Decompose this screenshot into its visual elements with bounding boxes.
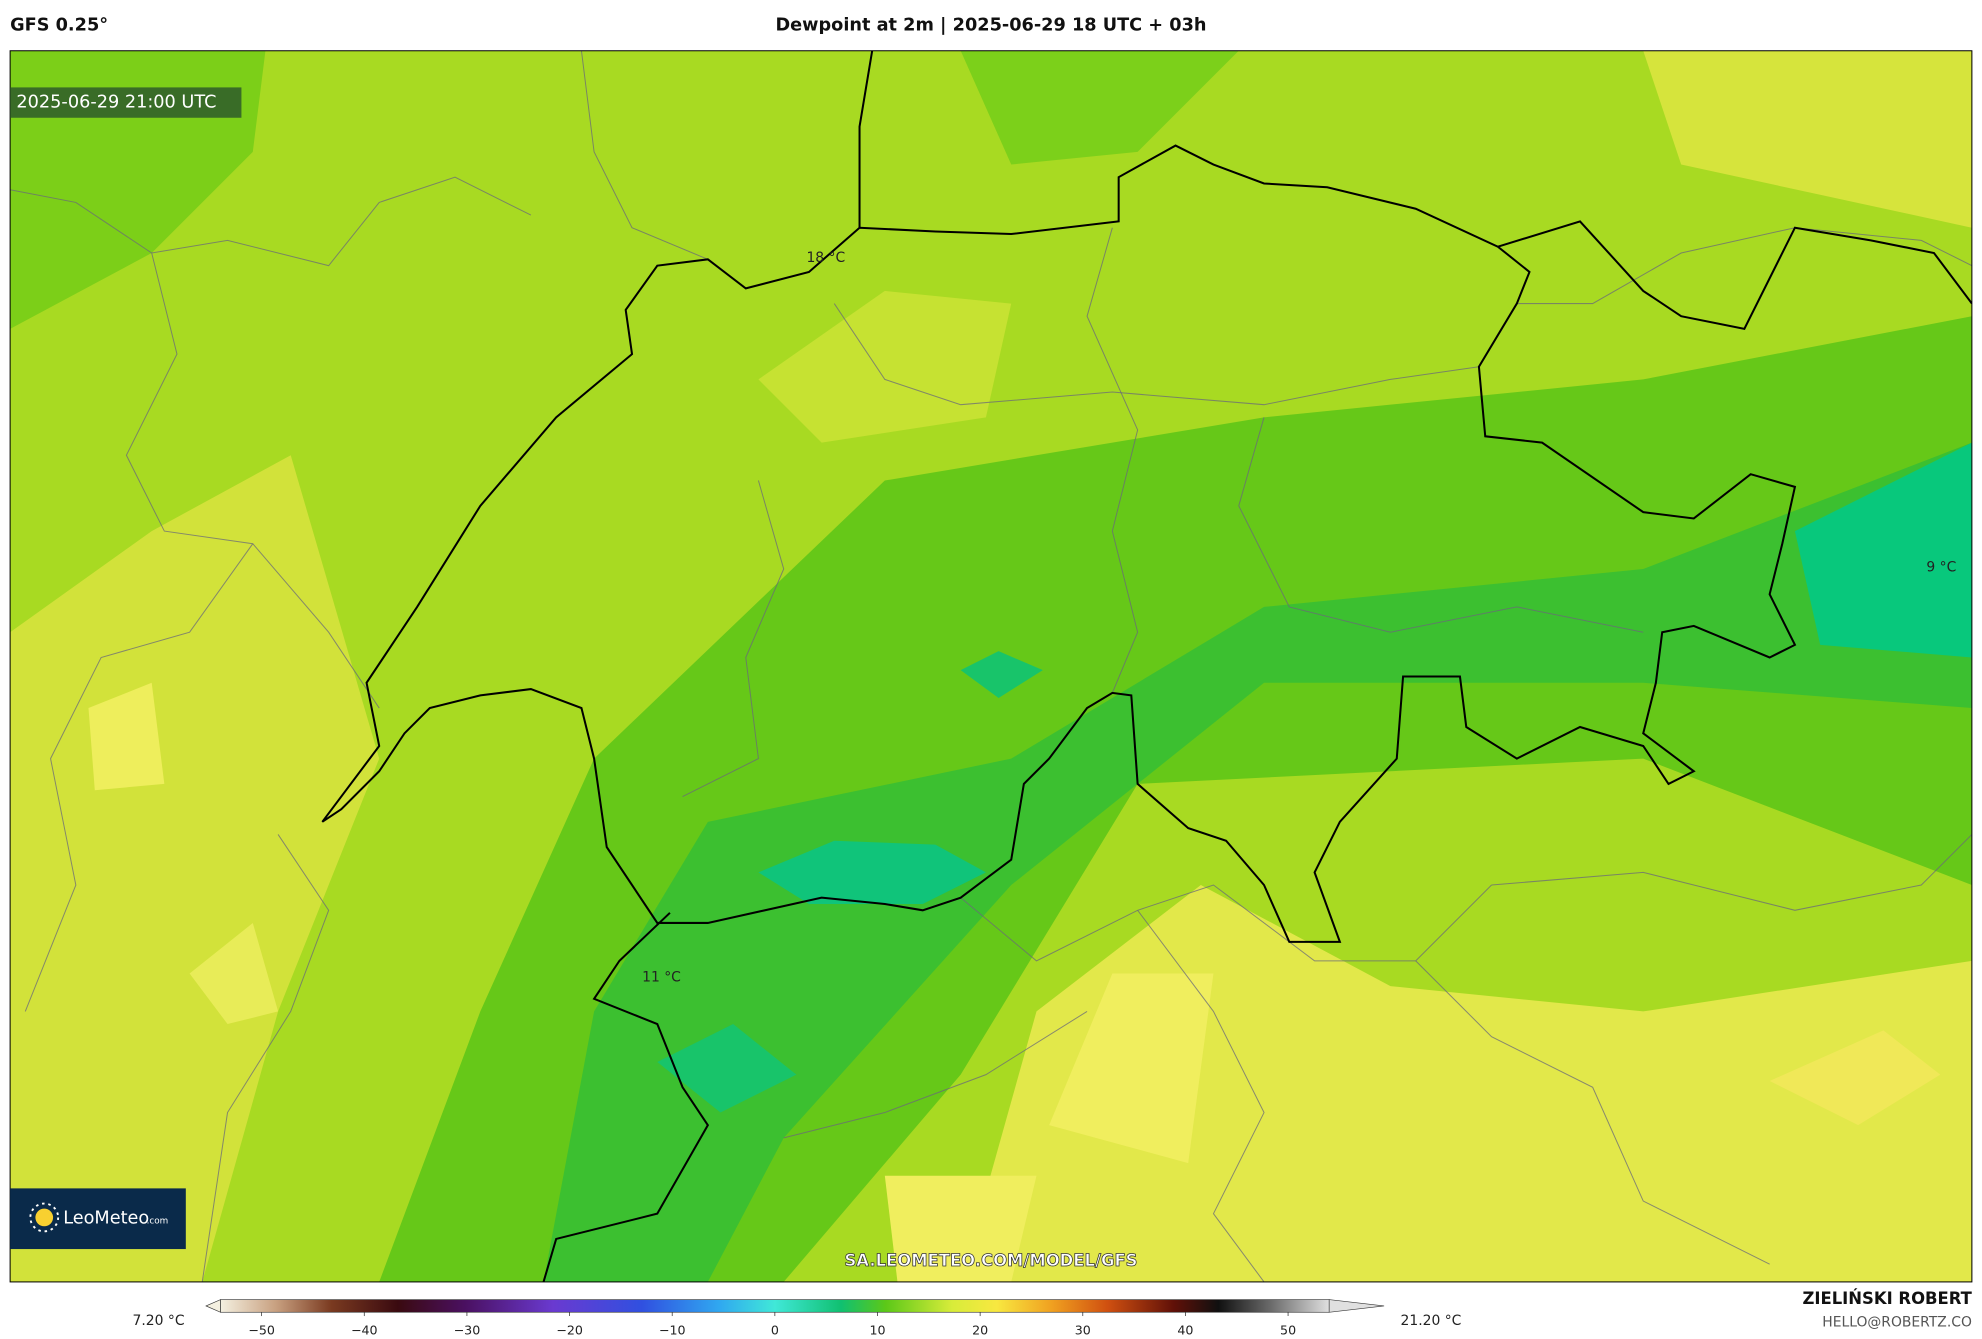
colorbar-tick-label: −30 (454, 1323, 481, 1338)
colorbar-tick-label: −20 (556, 1323, 583, 1338)
contour-label: 18 °C (806, 250, 845, 266)
watermark: SA.LEOMETEO.COM/MODEL/GFS (844, 1251, 1137, 1270)
map (10, 50, 1972, 1282)
contour-label: 11 °C (642, 969, 681, 985)
valid-time: 2025-06-29 21:00 UTC (16, 93, 216, 113)
colorbar: −50 −40 −30 −20 −10 0 10 20 30 40 50 (205, 1299, 1385, 1338)
colorbar-tick-label: 20 (972, 1323, 988, 1338)
colorbar-tick-label: 10 (869, 1323, 885, 1338)
logo-rays (29, 1202, 60, 1233)
author: ZIELIŃSKI ROBERT (1802, 1289, 1972, 1308)
time-box (10, 87, 242, 118)
map-frame (9, 50, 1973, 1283)
logo-sun (35, 1208, 54, 1227)
max-label: 21.20 °C (1401, 1313, 1462, 1329)
colorbar-tick-label: −40 (351, 1323, 378, 1338)
model-name: GFS 0.25° (10, 15, 108, 35)
contour-label: 9 °C (1926, 560, 1956, 576)
colorbar-extend-high (1328, 1299, 1385, 1313)
colorbar-tick-label: 50 (1280, 1323, 1296, 1338)
colorbar-tick-label: 30 (1075, 1323, 1091, 1338)
logo-text: LeoMeteo (63, 1209, 149, 1229)
email: HELLO@ROBERTZ.CO (1822, 1314, 1972, 1330)
colorbar-scale (220, 1299, 1330, 1313)
colorbar-tick-label: 40 (1177, 1323, 1193, 1338)
map-title: Dewpoint at 2m | 2025-06-29 18 UTC + 03h (776, 15, 1207, 35)
logo-suffix: .com (147, 1217, 169, 1227)
min-label: 7.20 °C (133, 1313, 185, 1329)
colorbar-tick-label: −10 (659, 1323, 686, 1338)
colorbar-tick-label: 0 (771, 1323, 779, 1338)
colorbar-tick-label: −50 (248, 1323, 275, 1338)
colorbar-extend-low (205, 1299, 221, 1313)
